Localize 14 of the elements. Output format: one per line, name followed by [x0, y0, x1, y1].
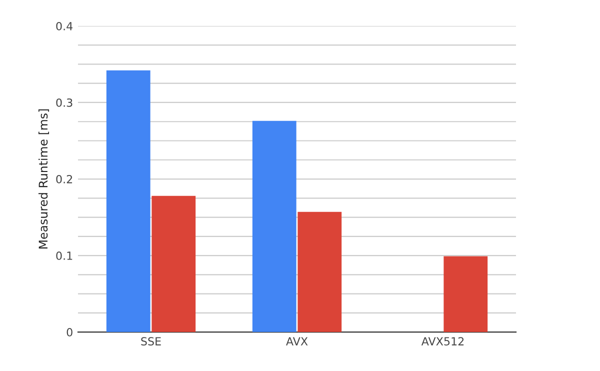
- x-tick-label: AVX512: [421, 337, 464, 346]
- y-tick-label: 0.4: [56, 22, 73, 30]
- bar: [444, 256, 488, 332]
- x-tick-label: AVX: [286, 337, 308, 346]
- bar: [298, 212, 342, 332]
- bar: [106, 70, 150, 332]
- x-tick-label: SSE: [141, 337, 161, 346]
- y-tick-label: 0.2: [56, 174, 72, 184]
- bar: [152, 196, 196, 332]
- y-axis-title: Measured Runtime [ms]: [38, 109, 50, 249]
- y-tick-label: 0: [66, 328, 72, 336]
- y-tick-label: 0.1: [56, 252, 72, 260]
- y-tick-label: 0.3: [56, 98, 72, 107]
- bar: [252, 120, 296, 332]
